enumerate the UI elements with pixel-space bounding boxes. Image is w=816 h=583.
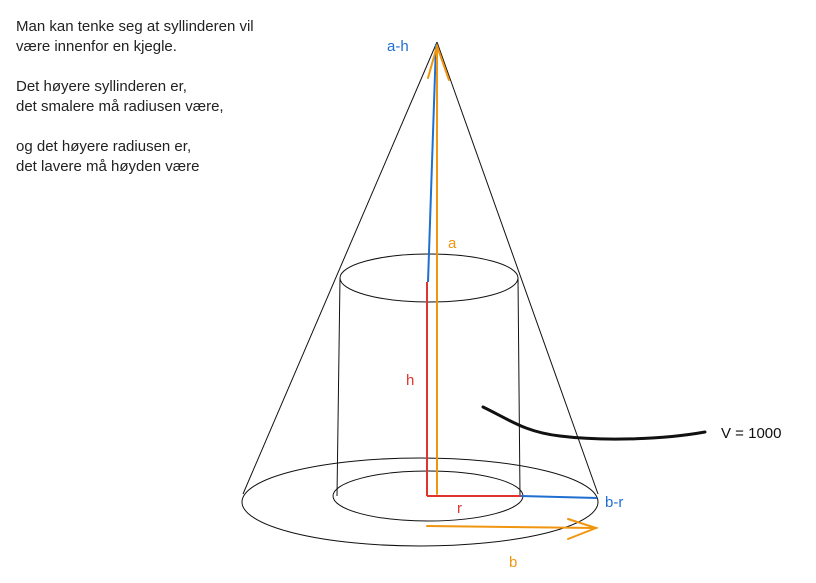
label-a: a — [448, 235, 457, 252]
label-b: b — [509, 554, 517, 571]
a-arrowhead — [427, 42, 450, 81]
cone-left-side — [242, 41, 438, 495]
note-paragraph-2: Det høyere syllinderen er, det smalere m… — [16, 78, 224, 115]
label-volume: V = 1000 — [721, 425, 781, 442]
a-minus-h-line — [427, 43, 437, 283]
note-paragraph-1: Man kan tenke seg at syllinderen vil vær… — [16, 18, 254, 55]
b-arrow — [426, 525, 597, 529]
cylinder-left-side — [336, 277, 341, 497]
label-a-minus-h: a-h — [387, 38, 409, 55]
label-r: r — [457, 500, 462, 517]
volume-pointer-stroke — [481, 405, 707, 441]
cone-right-side — [436, 41, 599, 495]
b-minus-r-line — [520, 495, 598, 499]
label-b-minus-r: b-r — [605, 494, 623, 511]
explanation-text: Man kan tenke seg at syllinderen vil vær… — [16, 17, 254, 197]
note-paragraph-3: og det høyere radiusen er, det lavere må… — [16, 138, 200, 175]
cone-base-ellipse — [241, 457, 599, 547]
b-arrowhead — [567, 518, 599, 540]
label-h: h — [406, 372, 414, 389]
cylinder-right-side — [517, 277, 521, 497]
